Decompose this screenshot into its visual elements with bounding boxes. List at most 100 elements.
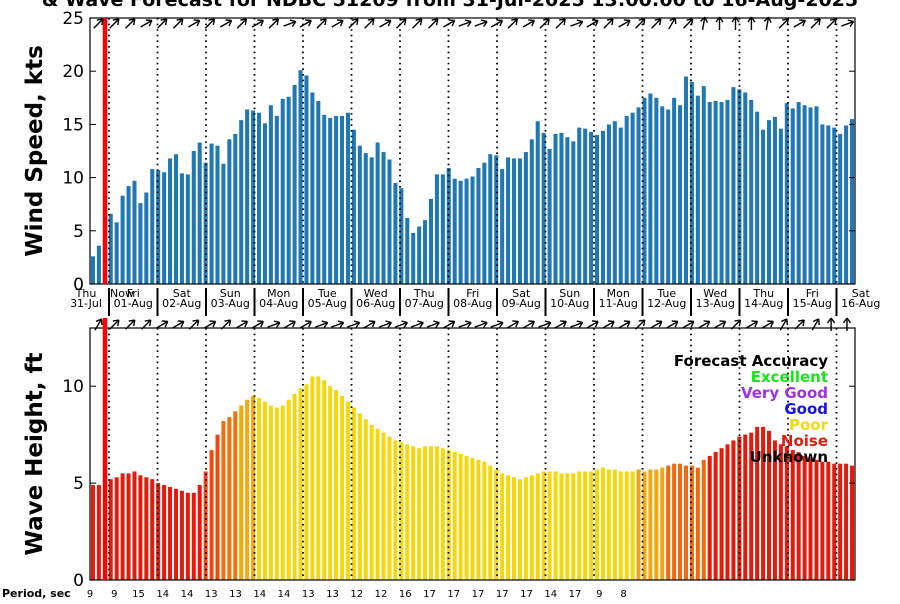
wind-speed-bar: [156, 170, 161, 284]
wind-speed-bar: [168, 158, 173, 284]
wave-direction-arrow: [554, 320, 567, 329]
arrow-head: [576, 320, 584, 329]
wave-height-bar: [600, 467, 605, 580]
wind-speed-bar: [802, 105, 807, 284]
arrow-shaft: [188, 19, 201, 28]
wave-direction-arrow: [363, 320, 376, 329]
arrow-head: [655, 320, 663, 328]
wind-speed-bar: [784, 103, 789, 285]
wave-height-bar: [357, 413, 362, 580]
wind-direction-arrow: [283, 19, 297, 28]
arrow-head: [654, 18, 662, 26]
period-label: 13: [229, 589, 242, 600]
wind-direction-arrow: [348, 18, 359, 29]
wind-speed-bar: [393, 182, 398, 284]
wave-height-bar: [624, 471, 629, 580]
wind-axes-frame: [89, 17, 856, 285]
wind-speed-bar: [357, 145, 362, 284]
arrow-shaft: [841, 20, 854, 27]
wind-speed-panel: 0 5 10 15 20 25 Wind Speed, kts: [22, 9, 856, 295]
wave-height-bar: [411, 446, 416, 580]
wave-height-bar: [559, 473, 564, 580]
wave-direction-arrow: [94, 318, 103, 331]
arrow-head: [847, 19, 855, 28]
day-name-label: Sat: [173, 287, 192, 300]
day-date-label: 10-Aug: [550, 297, 589, 310]
arrow-shaft: [506, 320, 519, 329]
arrow-shaft: [411, 18, 423, 29]
wave-height-bar: [672, 463, 677, 580]
wave-height-bar: [423, 446, 428, 580]
wind-speed-bar: [678, 105, 683, 284]
wave-direction-arrow: [635, 319, 646, 330]
wind-direction-arrow: [172, 18, 184, 29]
wave-height-bar: [126, 473, 131, 580]
wave-direction-arrow: [538, 320, 552, 329]
wind-direction-arrow: [204, 18, 216, 29]
wave-height-bar: [595, 469, 600, 580]
period-label: 12: [375, 589, 388, 600]
arrow-shaft: [125, 319, 136, 330]
period-label: 14: [181, 589, 194, 600]
arrow-shaft: [220, 319, 231, 330]
wind-speed-bar: [233, 133, 238, 284]
wave-height-bar: [553, 471, 558, 580]
wind-speed-bar: [749, 99, 754, 285]
period-label: 14: [544, 589, 557, 600]
arrow-shaft: [347, 321, 360, 328]
arrow-shaft: [299, 320, 312, 329]
arrow-head: [192, 319, 200, 327]
period-label: 17: [447, 589, 460, 600]
wind-speed-bar: [411, 232, 416, 284]
arrow-shaft: [172, 18, 184, 29]
wave-height-bar: [725, 444, 730, 580]
wind-direction-arrow: [507, 18, 518, 29]
period-label: 15: [132, 589, 145, 600]
wind-speed-bar: [173, 154, 178, 284]
arrow-shaft: [474, 20, 488, 27]
wind-speed-bar: [464, 178, 469, 284]
wind-speed-bar: [488, 154, 493, 284]
wave-height-bar: [767, 430, 772, 580]
arrow-head: [417, 320, 424, 329]
wave-direction-arrow: [347, 320, 361, 329]
period-label: 14: [253, 589, 266, 600]
wind-speed-bar: [108, 213, 113, 284]
wind-direction-arrow: [268, 18, 279, 29]
legend-entry-very-good: Very Good: [741, 384, 828, 402]
wave-height-bar: [642, 471, 647, 580]
wind-speed-bar: [535, 121, 540, 285]
wind-speed-bar: [274, 115, 279, 284]
arrow-shaft: [267, 321, 281, 328]
arrow-shaft: [650, 320, 663, 329]
wind-speed-bar: [547, 148, 552, 284]
wave-height-bar: [755, 426, 760, 580]
arrow-shaft: [554, 320, 567, 329]
arrow-head: [559, 18, 566, 26]
day-name-label: Sun: [559, 287, 580, 300]
wave-height-bar: [227, 417, 232, 580]
arrow-shaft: [140, 19, 153, 28]
arrow-shaft: [668, 17, 676, 30]
arrow-head: [176, 18, 184, 26]
wind-direction-arrow: [125, 18, 136, 29]
arrow-shaft: [156, 320, 169, 329]
wave-height-bar: [387, 436, 392, 580]
wave-direction-arrow: [410, 320, 424, 329]
wind-speed-bar: [369, 157, 374, 284]
wave-height-bar: [476, 459, 481, 580]
arrow-shaft: [204, 18, 215, 29]
wind-speed-bar: [820, 124, 825, 285]
wind-speed-bar: [221, 163, 226, 284]
wave-direction-arrow: [426, 320, 440, 329]
wave-height-bar: [458, 454, 463, 580]
arrow-head: [496, 320, 504, 329]
legend-entry-noise: Noise: [781, 432, 828, 450]
wind-direction-arrow: [618, 19, 631, 28]
arrow-head: [448, 320, 456, 328]
arrow-shaft: [666, 320, 679, 329]
day-name-label: Sat: [512, 287, 531, 300]
wind-speed-bar: [725, 99, 730, 285]
arrow-head: [511, 18, 518, 26]
day-date-label: 14-Aug: [744, 297, 783, 310]
